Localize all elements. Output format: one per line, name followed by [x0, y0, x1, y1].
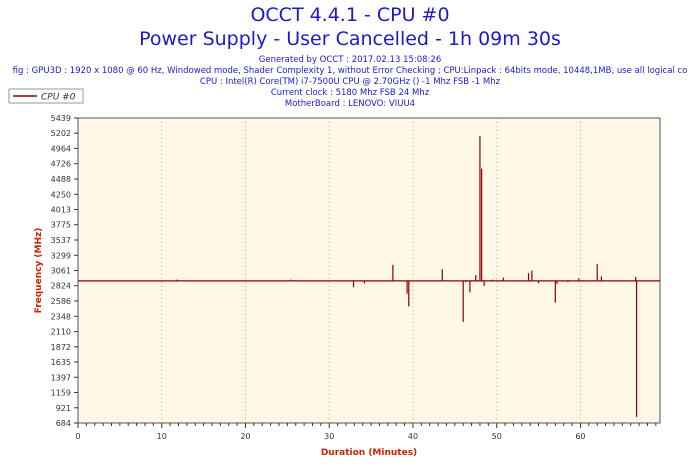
x-tick-label: 60: [575, 432, 585, 441]
x-tick-label: 50: [492, 432, 502, 441]
y-tick-label: 3061: [51, 267, 71, 276]
y-tick-label: 3537: [51, 236, 71, 245]
y-tick-label: 2824: [51, 282, 71, 291]
y-tick-label: 1159: [51, 389, 71, 398]
y-tick-label: 1635: [51, 358, 71, 367]
y-tick-label: 4013: [51, 205, 71, 214]
info-motherboard: MotherBoard : LENOVO: VIUU4: [284, 99, 416, 109]
legend-box: [8, 88, 84, 104]
y-axis-label: Frequency (MHz): [34, 228, 44, 314]
y-tick-label: 3299: [51, 251, 71, 260]
y-tick-label: 1397: [51, 373, 71, 382]
chart-subtitle: Power Supply - User Cancelled - 1h 09m 3…: [139, 28, 561, 50]
info-cpu: CPU : Intel(R) Core(TM) i7-7500U CPU @ 2…: [199, 77, 501, 87]
legend-label: CPU #0: [41, 93, 76, 103]
y-tick-label: 4488: [51, 175, 71, 184]
x-tick-label: 30: [324, 432, 334, 441]
info-generated: Generated by OCCT : 2017.02.13 15:08:26: [258, 55, 442, 65]
y-tick-label: 5439: [51, 114, 71, 123]
legend: CPU #0: [8, 88, 84, 104]
grid: [161, 118, 581, 423]
info-config: fig : GPU3D : 1920 x 1080 @ 60 Hz, Windo…: [12, 66, 688, 76]
y-tick-label: 1872: [51, 343, 71, 352]
y-tick-label: 4964: [51, 144, 71, 153]
x-tick-label: 0: [75, 432, 80, 441]
y-tick-label: 4250: [51, 190, 71, 199]
y-tick-label: 4726: [51, 160, 71, 169]
y-axis: 684 921 1159 1397 1635 1872 2110 2348 2586 2824 30…: [51, 114, 78, 428]
y-tick-label: 2110: [51, 328, 71, 337]
y-tick-label: 3775: [51, 221, 71, 230]
series-cpu0: [78, 135, 660, 417]
x-axis: 0 10 20 30 40 50 60: [75, 423, 657, 441]
y-tick-label: 2586: [51, 297, 71, 306]
info-current-clock: Current clock : 5180 Mhz FSB 24 Mhz: [270, 88, 430, 98]
y-tick-label: 684: [56, 419, 71, 428]
y-tick-label: 2348: [51, 312, 71, 321]
x-tick-label: 20: [240, 432, 250, 441]
x-axis-label: Duration (Minutes): [321, 448, 417, 458]
chart-title: OCCT 4.4.1 - CPU #0: [250, 4, 450, 26]
plot-area: [77, 117, 661, 424]
x-tick-label: 10: [157, 432, 167, 441]
x-tick-label: 40: [408, 432, 418, 441]
y-tick-label: 5202: [51, 129, 71, 138]
y-tick-label: 921: [56, 404, 71, 413]
